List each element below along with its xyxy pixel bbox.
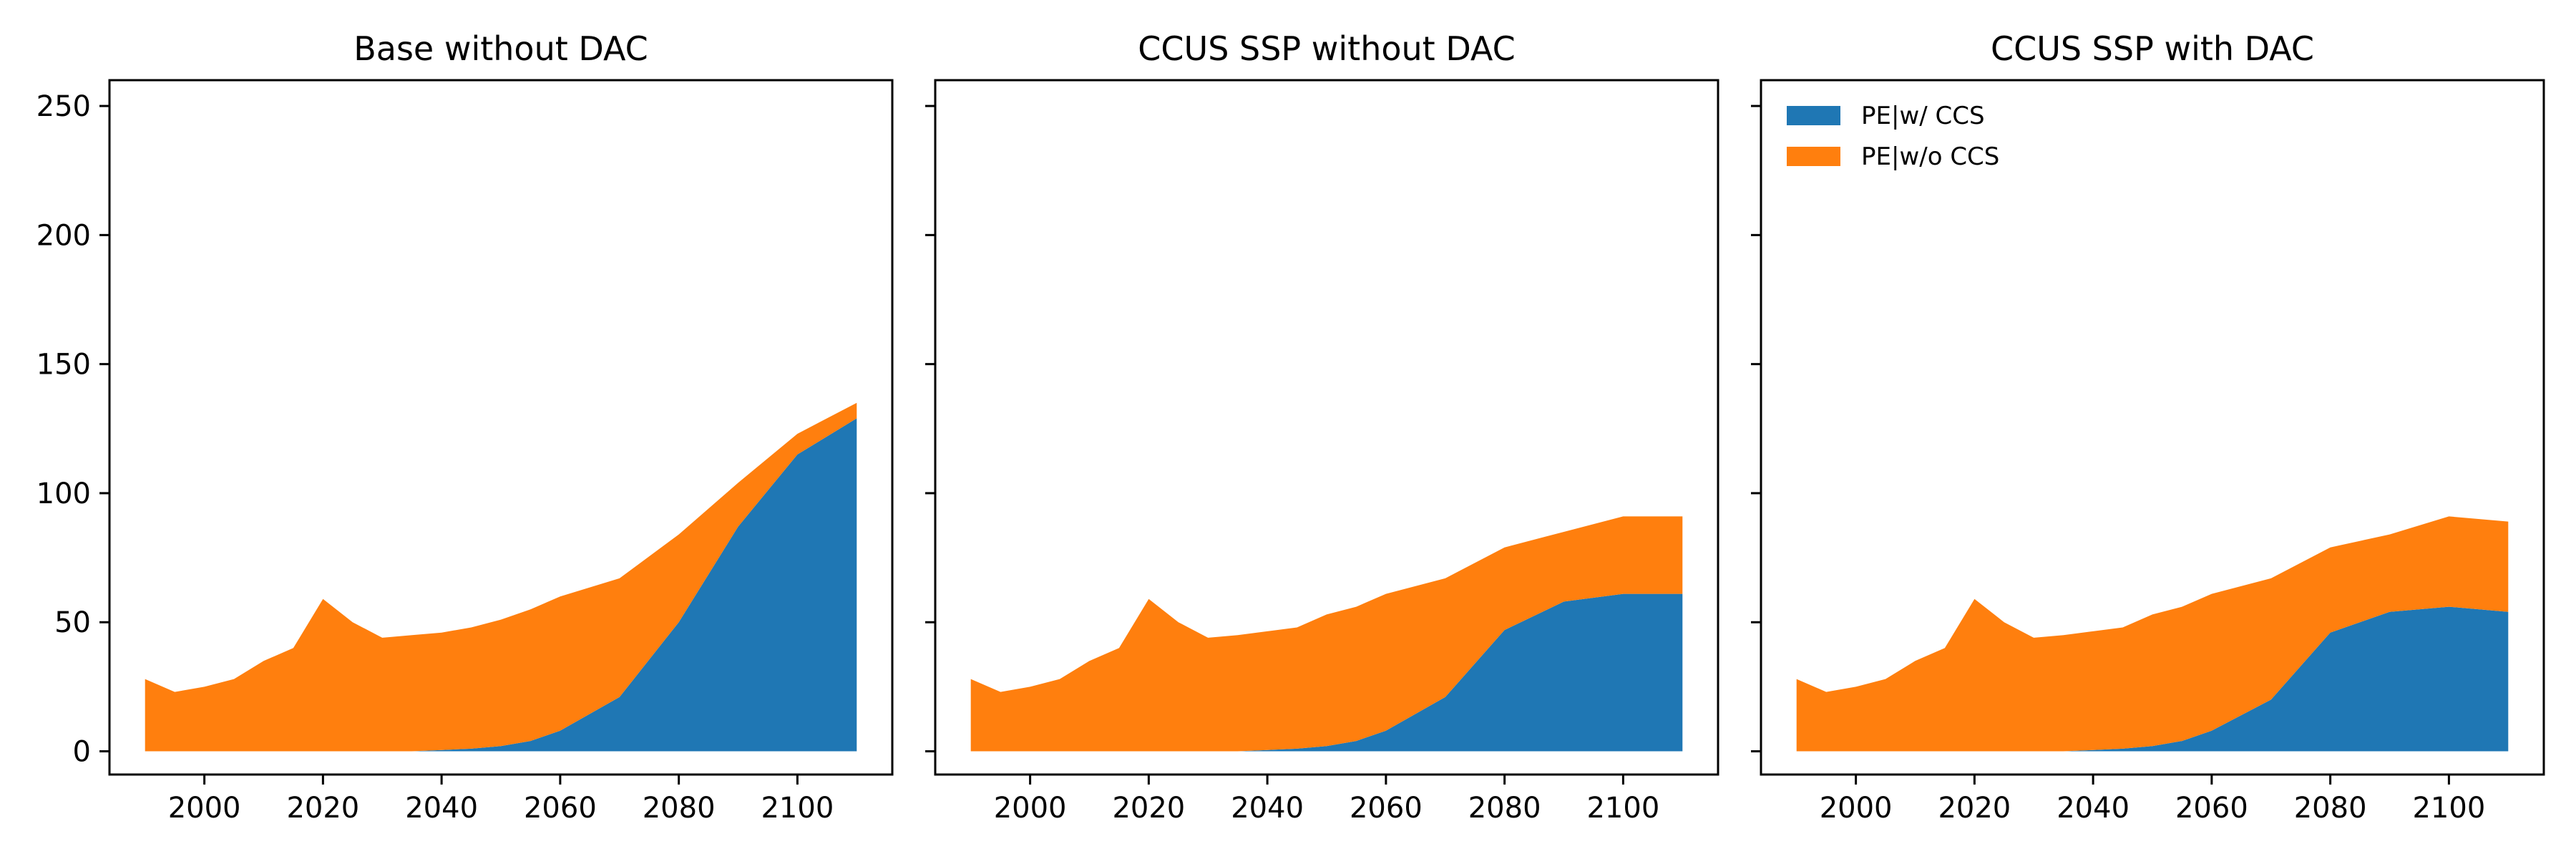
x-tick-label: 2060 [2175,792,2248,825]
axes-frame [1760,79,2545,776]
legend-swatch [1787,106,1840,125]
panel-1: 2000 2020 2040 2060 2080 2100 0 50 100 150 200 250 B… [36,29,894,825]
x-tick-label: 2000 [994,792,1067,825]
x-tick-label: 2020 [1112,792,1185,825]
y-tick-label: 50 [54,606,91,639]
x-tick-label: 2080 [643,792,716,825]
panel-title: CCUS SSP with DAC [1991,29,2314,68]
x-tick-label: 2060 [1350,792,1423,825]
x-tick-label: 2060 [524,792,597,825]
area-pe-without-ccs [970,516,1683,752]
x-tick-label: 2100 [1586,792,1659,825]
area-pe-with-ccs [1796,606,2509,752]
x-tick-label: 2040 [405,792,478,825]
area-pe-with-ccs [970,593,1683,752]
panel-title: Base without DAC [353,29,648,68]
axes-frame [108,79,894,776]
x-tick-label: 2040 [1231,792,1304,825]
x-tick-label: 2000 [168,792,241,825]
legend-label: PE|w/ CCS [1861,102,1985,130]
y-tick-label: 0 [73,736,91,769]
legend-label: PE|w/o CCS [1861,142,1999,171]
panel-title: CCUS SSP without DAC [1138,29,1515,68]
x-tick-label: 2040 [2057,792,2129,825]
x-tick-label: 2080 [2294,792,2367,825]
y-tick-label: 100 [36,477,91,510]
x-tick-label: 2100 [761,792,834,825]
legend: PE|w/ CCS PE|w/o CCS [1787,102,1999,171]
x-tick-label: 2000 [1820,792,1893,825]
x-tick-label: 2020 [286,792,359,825]
y-tick-label: 200 [36,219,91,252]
area-pe-with-ccs [145,418,857,752]
axes-frame [934,79,1719,776]
area-pe-without-ccs [1796,516,2509,752]
x-tick-label: 2020 [1938,792,2011,825]
x-tick-label: 2100 [2412,792,2485,825]
x-tick-label: 2080 [1468,792,1541,825]
y-tick-label: 250 [36,90,91,123]
y-tick-label: 150 [36,349,91,382]
panel-2: 2000 2020 2040 2060 2080 2100 CCUS SSP without… [925,29,1719,825]
area-pe-without-ccs [145,402,857,752]
legend-swatch [1787,147,1840,166]
panel-3: 2000 2020 2040 2060 2080 2100 CCUS SSP with DA… [1751,29,2545,825]
